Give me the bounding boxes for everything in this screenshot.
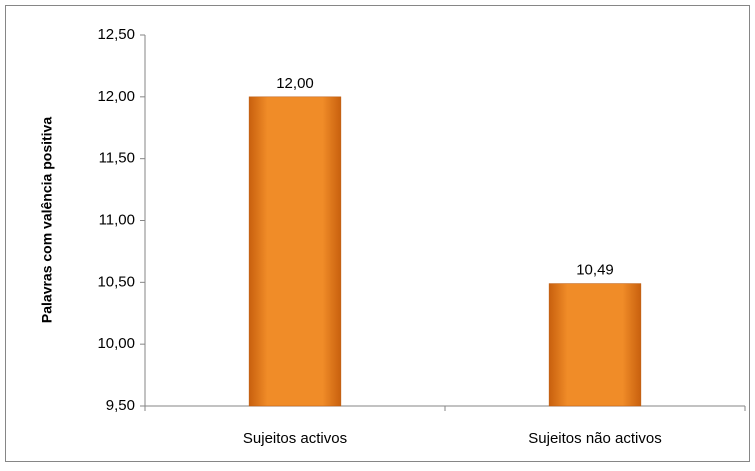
y-tick-label: 11,00	[99, 211, 135, 228]
bar	[248, 96, 342, 407]
y-tick-label: 9,50	[106, 397, 135, 414]
data-label: 12,00	[276, 75, 314, 92]
y-tick-label: 10,00	[97, 335, 135, 352]
bar	[548, 283, 642, 407]
y-tick-label: 11,50	[99, 150, 135, 167]
y-tick-label: 12,00	[97, 88, 135, 105]
x-tick-label: Sujeitos não activos	[528, 430, 661, 447]
data-label: 10,49	[576, 262, 614, 279]
y-axis-label: Palavras com valência positiva	[39, 117, 55, 323]
y-tick-label: 12,50	[97, 26, 135, 43]
x-tick-label: Sujeitos activos	[243, 430, 347, 447]
y-tick-label: 10,50	[97, 273, 135, 290]
